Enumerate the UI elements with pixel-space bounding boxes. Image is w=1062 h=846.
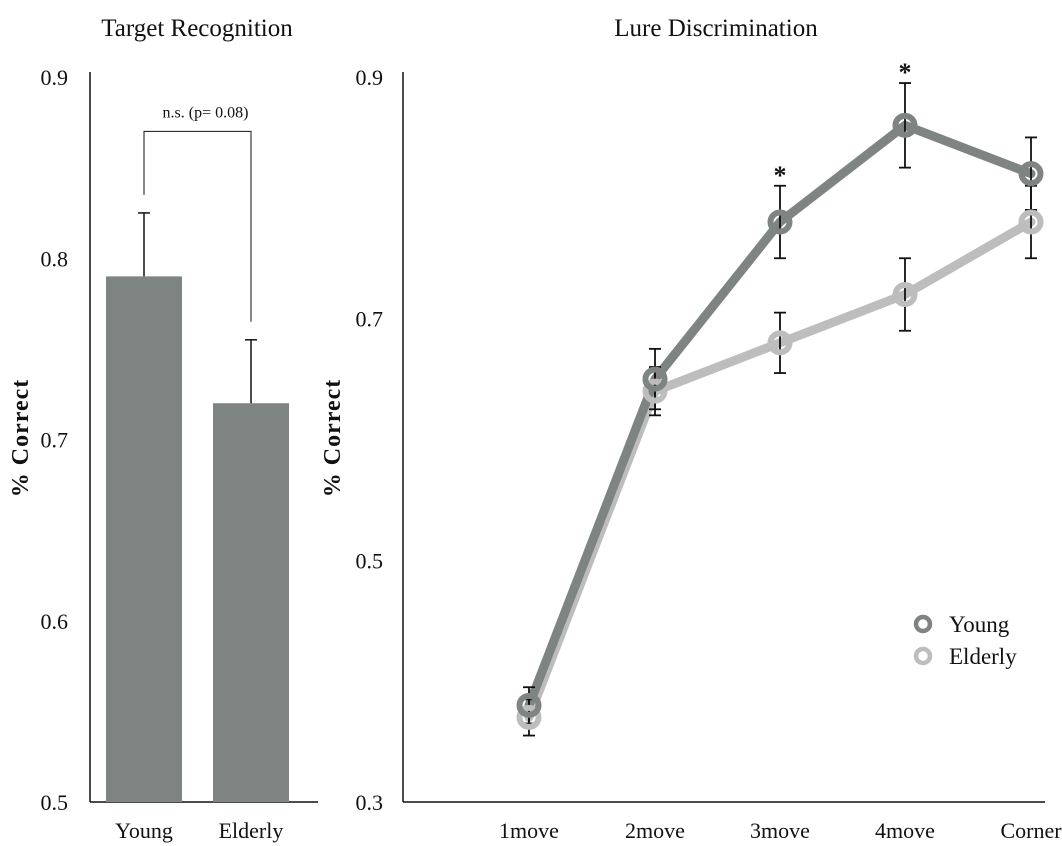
y-tick-label: 0.3 [356,790,384,815]
x-tick-label: 1move [499,818,559,843]
data-point-elderly [642,378,668,404]
y-tick-label: 0.5 [41,790,69,815]
chart-title: Lure Discrimination [614,15,818,42]
y-tick-labels: 0.3 0.5 0.7 0.9 [356,65,384,815]
bars [106,212,289,802]
data-points [516,112,1044,730]
bracket-line [143,130,252,322]
legend-marker-young [913,614,933,634]
target-recognition-panel: Target Recognition % Correct 0.50.60.70.… [8,15,318,843]
data-point-young [516,692,542,718]
y-tick-label: 0.7 [356,307,384,332]
y-tick-label: 0.9 [356,65,384,90]
significance-star: * [774,161,787,190]
y-tick-label: 0.8 [41,246,69,271]
x-tick-label: 3move [750,818,810,843]
annotation-label: n.s. (p= 0.08) [163,104,249,121]
data-point-elderly [892,282,918,307]
x-tick-labels: Young Elderly [115,818,283,843]
legend-marker-elderly [913,646,933,666]
data-point-young [642,366,668,392]
legend: Young Elderly [913,612,1017,669]
x-tick-labels: 1move 2move 3move 4move Corner [499,818,1062,843]
x-tick-label: Young [115,818,173,843]
data-point-young [767,209,793,235]
significance-markers: ** [774,58,912,190]
significance-bracket: n.s. (p= 0.08) [143,104,252,322]
legend-label: Young [949,612,1010,637]
data-point-young [892,112,918,138]
y-tick-label: 0.7 [41,428,69,453]
data-point-elderly [767,330,793,356]
y-tick-label: 0.9 [41,65,69,90]
bar-young [106,276,182,802]
y-axis-label: % Correct [8,379,34,498]
significance-star: * [899,58,912,87]
data-point-elderly [1018,209,1044,235]
chart-title: Target Recognition [101,15,293,42]
y-tick-labels: 0.5 0.6 0.7 0.8 0.9 [41,65,69,815]
x-tick-label: Elderly [219,818,284,843]
x-tick-label: Corner [1000,818,1062,843]
y-tick-label: 0.5 [356,548,384,573]
x-tick-label: 4move [875,818,935,843]
y-axis-label: % Correct [320,379,346,498]
legend-label: Elderly [949,644,1017,669]
lure-discrimination-panel: Lure Discrimination % Correct 0.30.50.70… [320,15,1062,843]
bar-elderly [213,403,289,802]
data-point-young [1018,161,1044,187]
y-tick-label: 0.6 [41,609,69,634]
x-tick-label: 2move [625,818,685,843]
data-point-elderly [516,704,542,730]
